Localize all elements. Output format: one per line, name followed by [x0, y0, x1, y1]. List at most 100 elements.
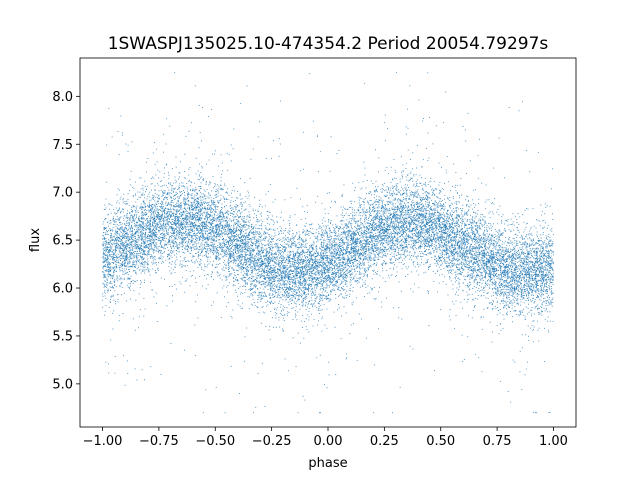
data-point — [311, 280, 313, 282]
data-point — [154, 215, 155, 217]
data-point — [253, 279, 255, 281]
data-point — [255, 230, 257, 232]
data-point — [256, 216, 257, 218]
data-point — [354, 249, 356, 250]
data-point — [358, 228, 360, 230]
data-point — [127, 261, 129, 263]
data-point — [221, 227, 223, 228]
data-point — [492, 250, 494, 252]
data-point — [419, 246, 421, 248]
data-point — [451, 245, 453, 247]
data-point — [455, 233, 457, 235]
data-point — [149, 243, 151, 245]
data-point — [544, 286, 546, 288]
data-point — [312, 259, 314, 261]
data-point — [160, 218, 162, 220]
data-point — [472, 216, 474, 218]
data-point — [268, 258, 270, 260]
data-point — [335, 283, 337, 285]
data-point — [220, 232, 222, 234]
data-point — [185, 217, 187, 219]
data-point — [498, 290, 500, 292]
data-point — [437, 232, 439, 234]
data-point — [510, 267, 512, 269]
data-point — [239, 268, 241, 270]
data-point — [536, 280, 538, 282]
data-point — [190, 224, 192, 226]
data-point — [212, 272, 213, 274]
data-point — [142, 264, 144, 266]
data-point — [192, 224, 193, 226]
data-point — [155, 202, 157, 204]
data-point — [125, 237, 127, 239]
data-point — [535, 276, 537, 278]
data-point — [351, 239, 353, 241]
data-point — [433, 233, 435, 235]
data-point — [191, 215, 193, 217]
data-point — [315, 237, 317, 239]
data-point — [525, 295, 527, 297]
data-point — [420, 225, 421, 226]
data-point — [122, 262, 124, 264]
data-point — [419, 198, 421, 200]
data-point — [435, 215, 437, 217]
data-point — [475, 251, 477, 253]
data-point — [243, 266, 245, 268]
data-point — [413, 244, 415, 246]
data-point — [419, 209, 421, 211]
data-point — [413, 214, 415, 216]
data-point — [144, 246, 146, 248]
data-point — [287, 282, 289, 284]
data-point — [231, 234, 233, 236]
data-point — [230, 160, 232, 162]
data-point — [496, 324, 498, 326]
data-point — [194, 233, 196, 235]
data-point — [206, 211, 208, 213]
data-point — [390, 181, 392, 183]
data-point — [252, 271, 254, 273]
data-point — [160, 262, 162, 264]
data-point — [174, 284, 176, 286]
data-point — [411, 192, 413, 194]
data-point — [303, 290, 305, 292]
data-point — [159, 236, 161, 238]
data-point — [530, 226, 532, 228]
data-point — [349, 215, 350, 217]
data-point — [125, 236, 127, 238]
data-point — [537, 294, 538, 296]
data-point — [313, 263, 315, 264]
data-point — [258, 265, 260, 267]
data-point — [200, 245, 202, 247]
data-point — [428, 193, 430, 195]
data-point — [523, 237, 525, 239]
data-point — [552, 254, 554, 256]
data-point — [282, 276, 284, 278]
data-point — [517, 298, 519, 300]
data-point — [156, 201, 158, 203]
data-point — [168, 189, 170, 191]
data-point — [133, 266, 135, 268]
data-point — [546, 296, 548, 298]
data-point — [442, 205, 444, 207]
data-point — [193, 196, 195, 198]
data-point — [241, 265, 243, 267]
data-point — [154, 205, 156, 207]
data-point — [452, 255, 454, 257]
data-point — [518, 282, 520, 284]
data-point — [350, 227, 352, 229]
data-point — [342, 236, 344, 238]
data-point — [432, 212, 433, 214]
data-point — [506, 297, 507, 299]
data-point — [385, 240, 387, 242]
data-point — [293, 251, 294, 253]
data-point — [263, 256, 265, 257]
data-point — [311, 247, 313, 249]
data-point — [176, 247, 178, 248]
data-point — [433, 233, 434, 235]
data-point — [290, 250, 292, 252]
data-point — [214, 236, 216, 238]
data-point — [270, 288, 272, 290]
data-point — [275, 291, 277, 293]
data-point — [337, 253, 339, 255]
data-point — [526, 274, 528, 276]
